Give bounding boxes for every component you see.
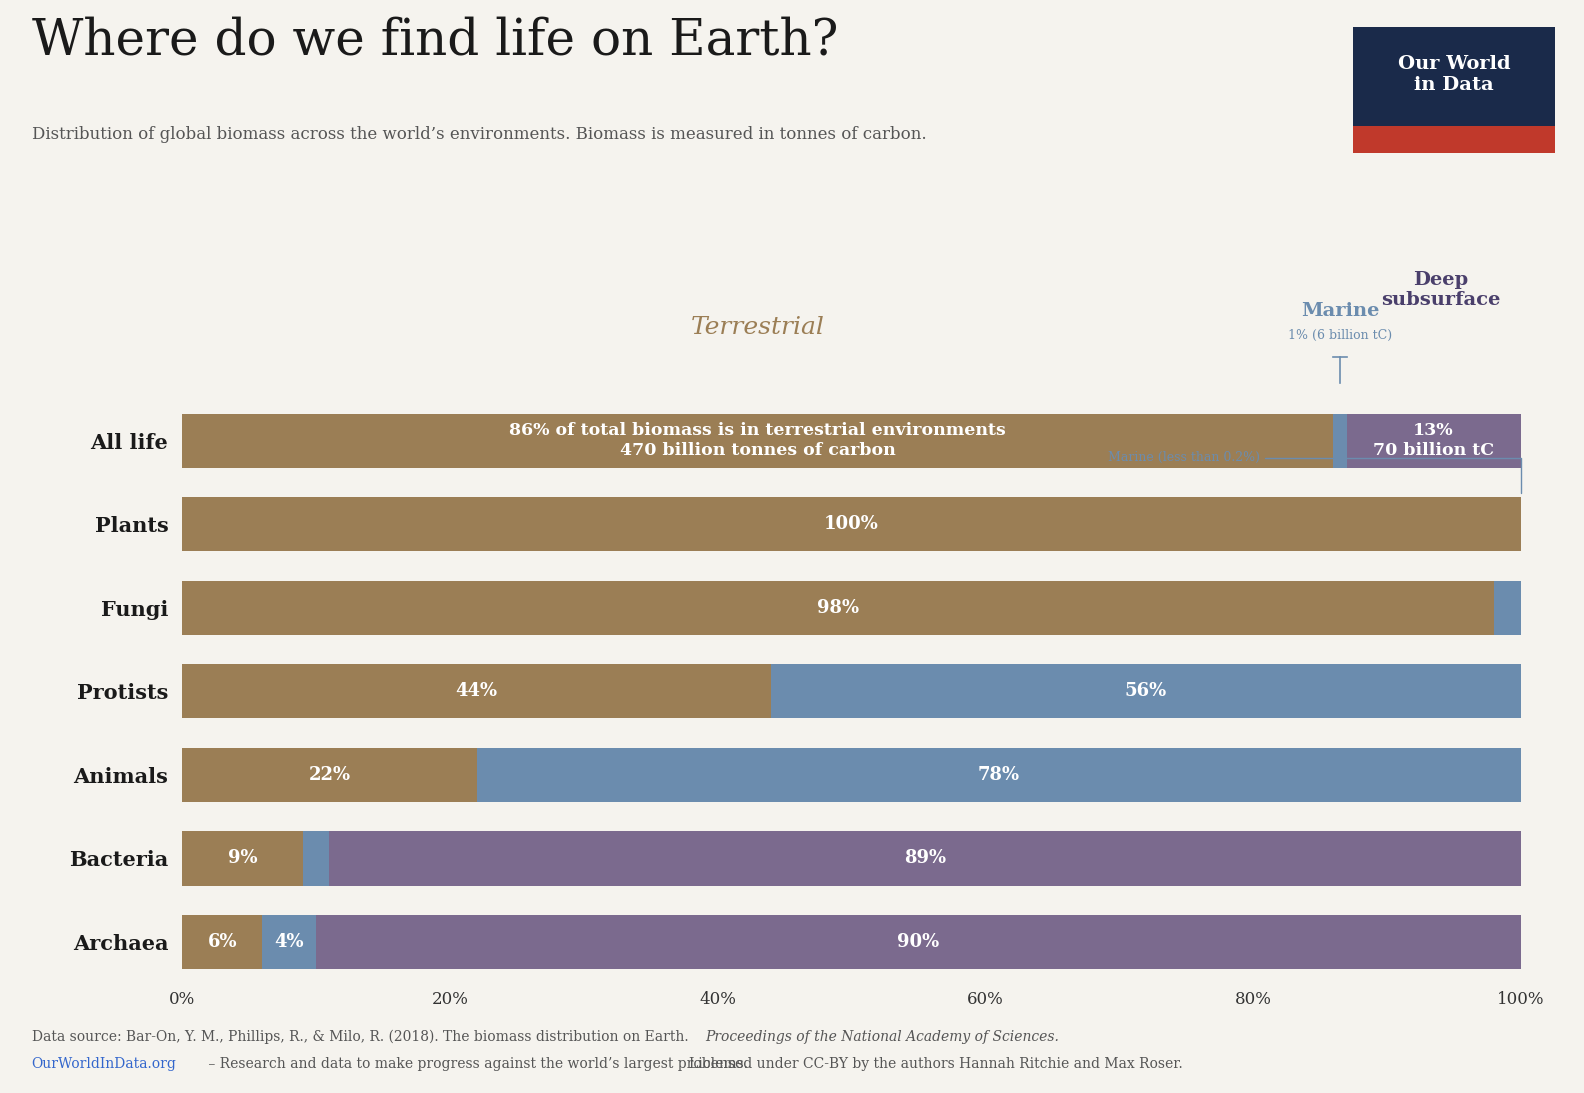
Bar	[477, 748, 1521, 802]
Text: 89%: 89%	[904, 849, 946, 868]
Text: Proceedings of the National Academy of Sciences.: Proceedings of the National Academy of S…	[705, 1030, 1058, 1044]
Bar	[182, 580, 1494, 635]
Text: Our World
in Data: Our World in Data	[1397, 55, 1511, 94]
Text: 86% of total biomass is in terrestrial environments
470 billion tonnes of carbon: 86% of total biomass is in terrestrial e…	[510, 422, 1006, 459]
Bar	[182, 748, 477, 802]
Text: 90%: 90%	[897, 933, 939, 951]
Text: 9%: 9%	[228, 849, 257, 868]
Text: 44%: 44%	[456, 682, 497, 701]
Text: 22%: 22%	[309, 766, 350, 784]
Text: 98%: 98%	[817, 599, 859, 616]
Text: 4%: 4%	[274, 933, 304, 951]
Text: 6%: 6%	[208, 933, 238, 951]
Text: 56%: 56%	[1125, 682, 1167, 701]
Text: Deep
subsurface: Deep subsurface	[1381, 271, 1500, 309]
Text: 100%: 100%	[824, 515, 879, 533]
Text: Terrestrial: Terrestrial	[691, 316, 825, 339]
Text: OurWorldInData.org: OurWorldInData.org	[32, 1057, 176, 1071]
Bar	[182, 832, 303, 885]
Bar	[182, 413, 1334, 468]
Bar	[182, 665, 771, 718]
Text: Where do we find life on Earth?: Where do we find life on Earth?	[32, 16, 838, 66]
Bar	[182, 915, 263, 969]
Bar	[771, 665, 1521, 718]
Bar	[1334, 413, 1346, 468]
Text: 13%
70 billion tC: 13% 70 billion tC	[1373, 422, 1494, 459]
Text: Marine: Marine	[1300, 303, 1380, 320]
Bar	[263, 915, 317, 969]
Bar	[317, 915, 1521, 969]
Text: 1% (6 billion tC): 1% (6 billion tC)	[1288, 329, 1392, 342]
Text: Distribution of global biomass across the world’s environments. Biomass is measu: Distribution of global biomass across th…	[32, 126, 927, 143]
Bar	[329, 832, 1521, 885]
Bar	[1346, 413, 1521, 468]
Bar	[182, 497, 1521, 551]
Text: Marine (less than 0.2%): Marine (less than 0.2%)	[1107, 451, 1521, 493]
Text: Data source: Bar-On, Y. M., Phillips, R., & Milo, R. (2018). The biomass distrib: Data source: Bar-On, Y. M., Phillips, R.…	[32, 1030, 692, 1044]
Text: – Research and data to make progress against the world’s largest problems.: – Research and data to make progress aga…	[204, 1057, 748, 1071]
Bar	[303, 832, 329, 885]
Text: 78%: 78%	[977, 766, 1020, 784]
Text: Licensed under CC-BY by the authors Hannah Ritchie and Max Roser.: Licensed under CC-BY by the authors Hann…	[689, 1057, 1183, 1071]
Bar	[1494, 580, 1521, 635]
